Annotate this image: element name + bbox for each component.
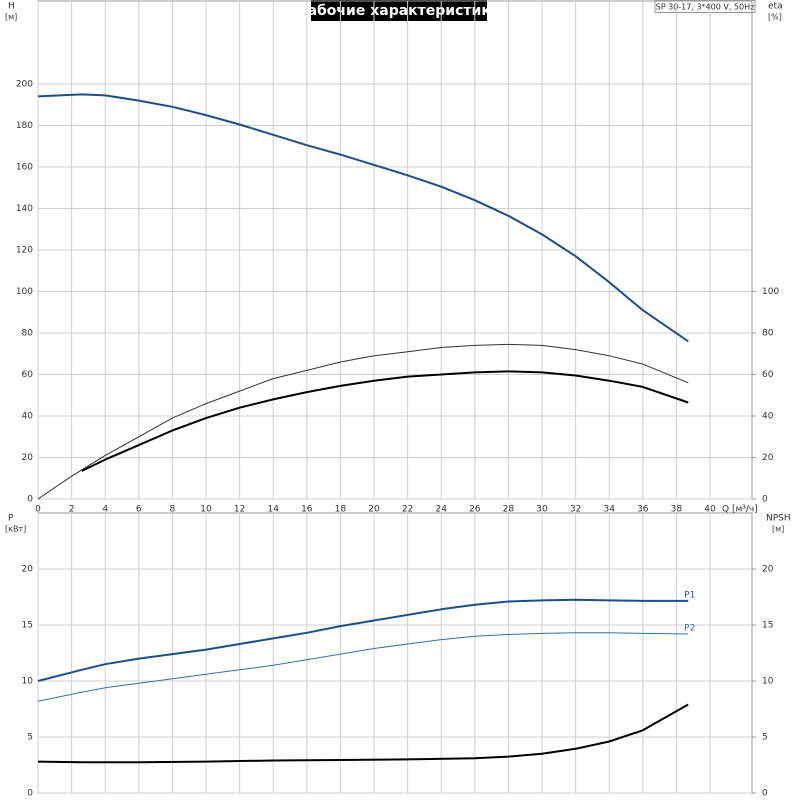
y-tick-label: 120 [16,246,33,256]
x-tick-label: 22 [402,505,413,515]
y-tick-label: 20 [22,453,34,463]
y2-tick-label: 40 [762,412,774,422]
model-label: SP 30-17, 3*400 V, 50Hz [656,3,755,12]
y-tick-label: 0 [27,789,33,799]
y-tick-label: 15 [22,621,33,631]
y-tick-label: 40 [22,412,34,422]
x-tick-label: 0 [35,505,41,515]
x-tick-label: 18 [335,505,347,515]
series-label: P2 [684,623,695,633]
y2-tick-label: 0 [762,789,768,799]
y2-tick-label: 5 [762,733,768,743]
y2-tick-label: 100 [762,287,779,297]
y2-tick-label: 60 [762,370,774,380]
title-box [311,0,487,21]
x-tick-label: 4 [102,505,108,515]
x-tick-label: 6 [136,505,142,515]
x-tick-label: 24 [435,505,447,515]
x-tick-label: 36 [637,505,649,515]
curve [37,93,689,343]
y2-axis-label: eta [768,2,783,12]
x-tick-label: 32 [570,505,581,515]
x-tick-label: 10 [200,505,212,515]
y2-axis-unit: [м] [772,525,784,534]
x-tick-label: 38 [671,505,683,515]
y2-tick-label: 80 [762,329,774,339]
y-tick-label: 80 [22,329,34,339]
x-axis-label: Q [м³/ч] [722,505,758,515]
x-tick-label: 16 [301,505,313,515]
x-tick-label: 8 [170,505,176,515]
y2-tick-label: 10 [762,677,774,687]
y-tick-label: 20 [22,565,34,575]
x-tick-label: 20 [368,505,380,515]
x-tick-label: 30 [536,505,548,515]
y-tick-label: 140 [16,204,33,214]
y2-axis-unit: [%] [768,13,782,22]
y-tick-label: 100 [16,287,33,297]
x-tick-label: 26 [469,505,481,515]
x-tick-label: 28 [503,505,515,515]
chart-title: Рабочие характеристики [297,3,500,19]
y-axis-label: P [8,514,14,524]
y-tick-label: 160 [16,163,33,173]
y-tick-label: 180 [16,121,33,131]
y-tick-label: 0 [27,495,33,505]
y-tick-label: 10 [22,677,34,687]
y2-axis-label: NPSH [766,514,791,524]
curve [37,632,689,702]
series-label: P1 [684,590,695,600]
y-axis-unit: [м] [5,13,17,22]
x-tick-label: 40 [704,505,716,515]
x-tick-label: 2 [69,505,75,515]
y2-tick-label: 20 [762,565,774,575]
curve [37,598,689,682]
x-tick-label: 12 [234,505,245,515]
x-tick-label: 34 [603,505,615,515]
y-tick-label: 200 [16,80,33,90]
curve [81,370,689,472]
curve [37,703,689,764]
y2-tick-label: 0 [762,495,768,505]
curve [37,343,689,500]
y-axis-unit: [кВт] [5,525,26,534]
y-tick-label: 5 [27,733,33,743]
y-axis-label: H [8,2,15,12]
plot-frame [37,512,753,794]
y2-tick-label: 20 [762,453,774,463]
y-tick-label: 60 [22,370,34,380]
y2-tick-label: 15 [762,621,773,631]
x-tick-label: 14 [267,505,279,515]
